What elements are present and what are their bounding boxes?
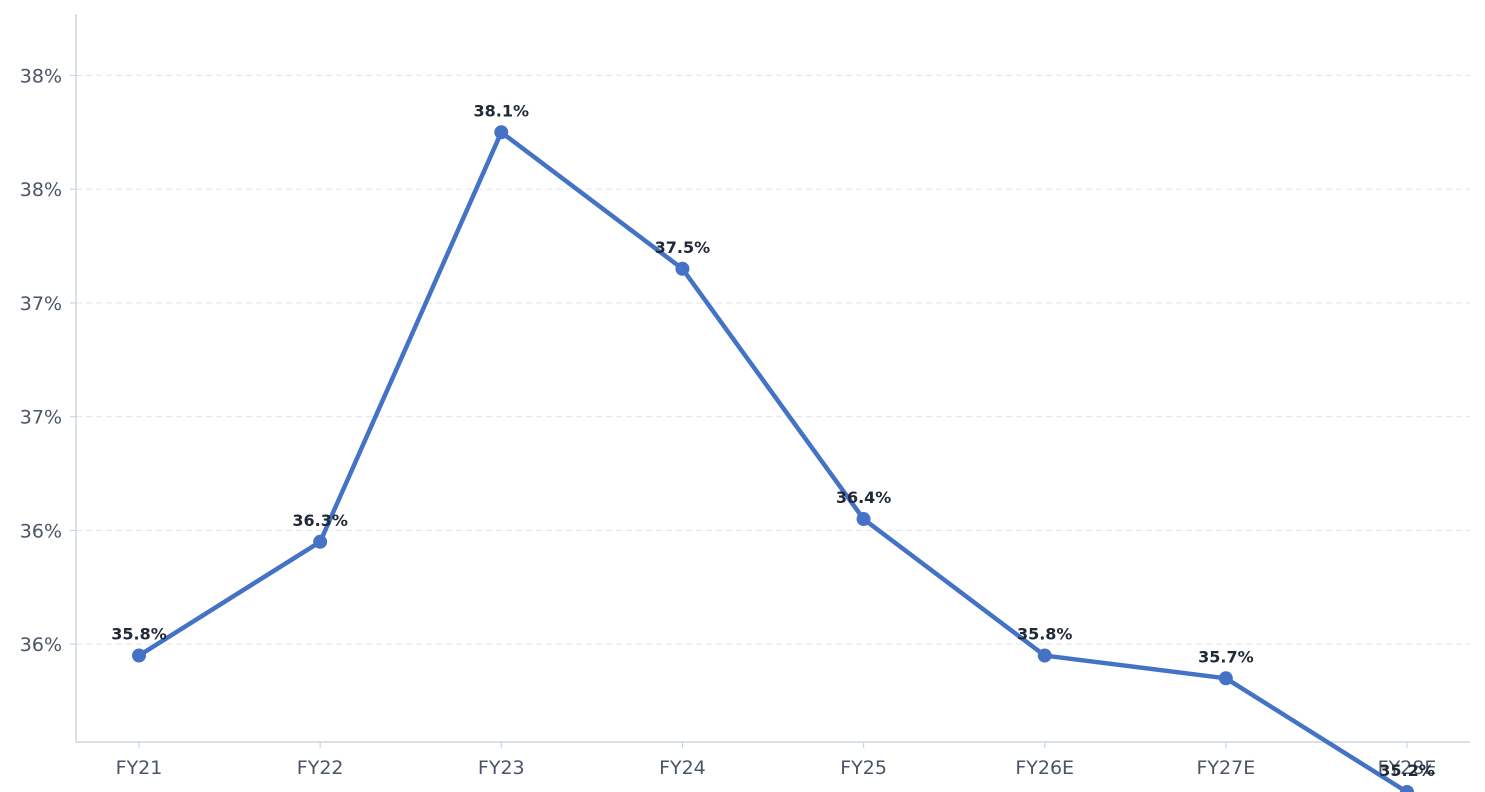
x-tick-labels: FY21 FY22 FY23 FY24 FY25 FY26E FY27E FY28E — [116, 742, 1437, 779]
data-point — [675, 261, 690, 276]
data-labels: 35.8% 36.3% 38.1% 37.5% 36.4% 35.8% 35.7% 35.2% — [111, 101, 1435, 780]
data-point — [1037, 648, 1052, 663]
data-point — [856, 512, 871, 527]
y-tick-label: 37% — [20, 293, 62, 315]
x-tick-label: FY24 — [659, 757, 706, 779]
data-label: 35.7% — [1198, 647, 1254, 666]
data-label: 36.4% — [836, 488, 892, 507]
y-tick-label: 36% — [20, 634, 62, 656]
y-tick-labels: 36% 36% 37% 37% 38% 38% — [20, 65, 76, 656]
x-tick-label: FY27E — [1196, 757, 1255, 779]
axes — [75, 14, 1470, 743]
x-tick-label: FY22 — [297, 757, 344, 779]
data-label: 36.3% — [292, 511, 348, 530]
y-tick-label: 38% — [20, 65, 62, 87]
data-point — [132, 648, 146, 663]
y-tick-label: 37% — [20, 407, 62, 429]
x-tick-label: FY25 — [840, 757, 887, 779]
x-tick-label: FY26E — [1015, 757, 1074, 779]
data-points — [132, 125, 1414, 792]
y-tick-label: 38% — [20, 179, 62, 201]
grid-lines — [76, 74, 1470, 645]
data-label: 35.2% — [1379, 761, 1435, 780]
data-label: 37.5% — [655, 238, 711, 257]
x-tick-label: FY23 — [478, 757, 525, 779]
series-line — [136, 130, 1410, 792]
data-label: 35.8% — [111, 625, 167, 644]
data-point — [1218, 671, 1233, 686]
x-tick-label: FY21 — [116, 757, 163, 779]
data-point — [1400, 785, 1414, 792]
y-tick-label: 36% — [20, 520, 62, 542]
data-point — [494, 125, 509, 140]
x-tick-label: FY28E — [1378, 757, 1437, 779]
data-label: 38.1% — [474, 101, 530, 120]
data-label: 35.8% — [1017, 625, 1073, 644]
data-point — [313, 534, 328, 549]
